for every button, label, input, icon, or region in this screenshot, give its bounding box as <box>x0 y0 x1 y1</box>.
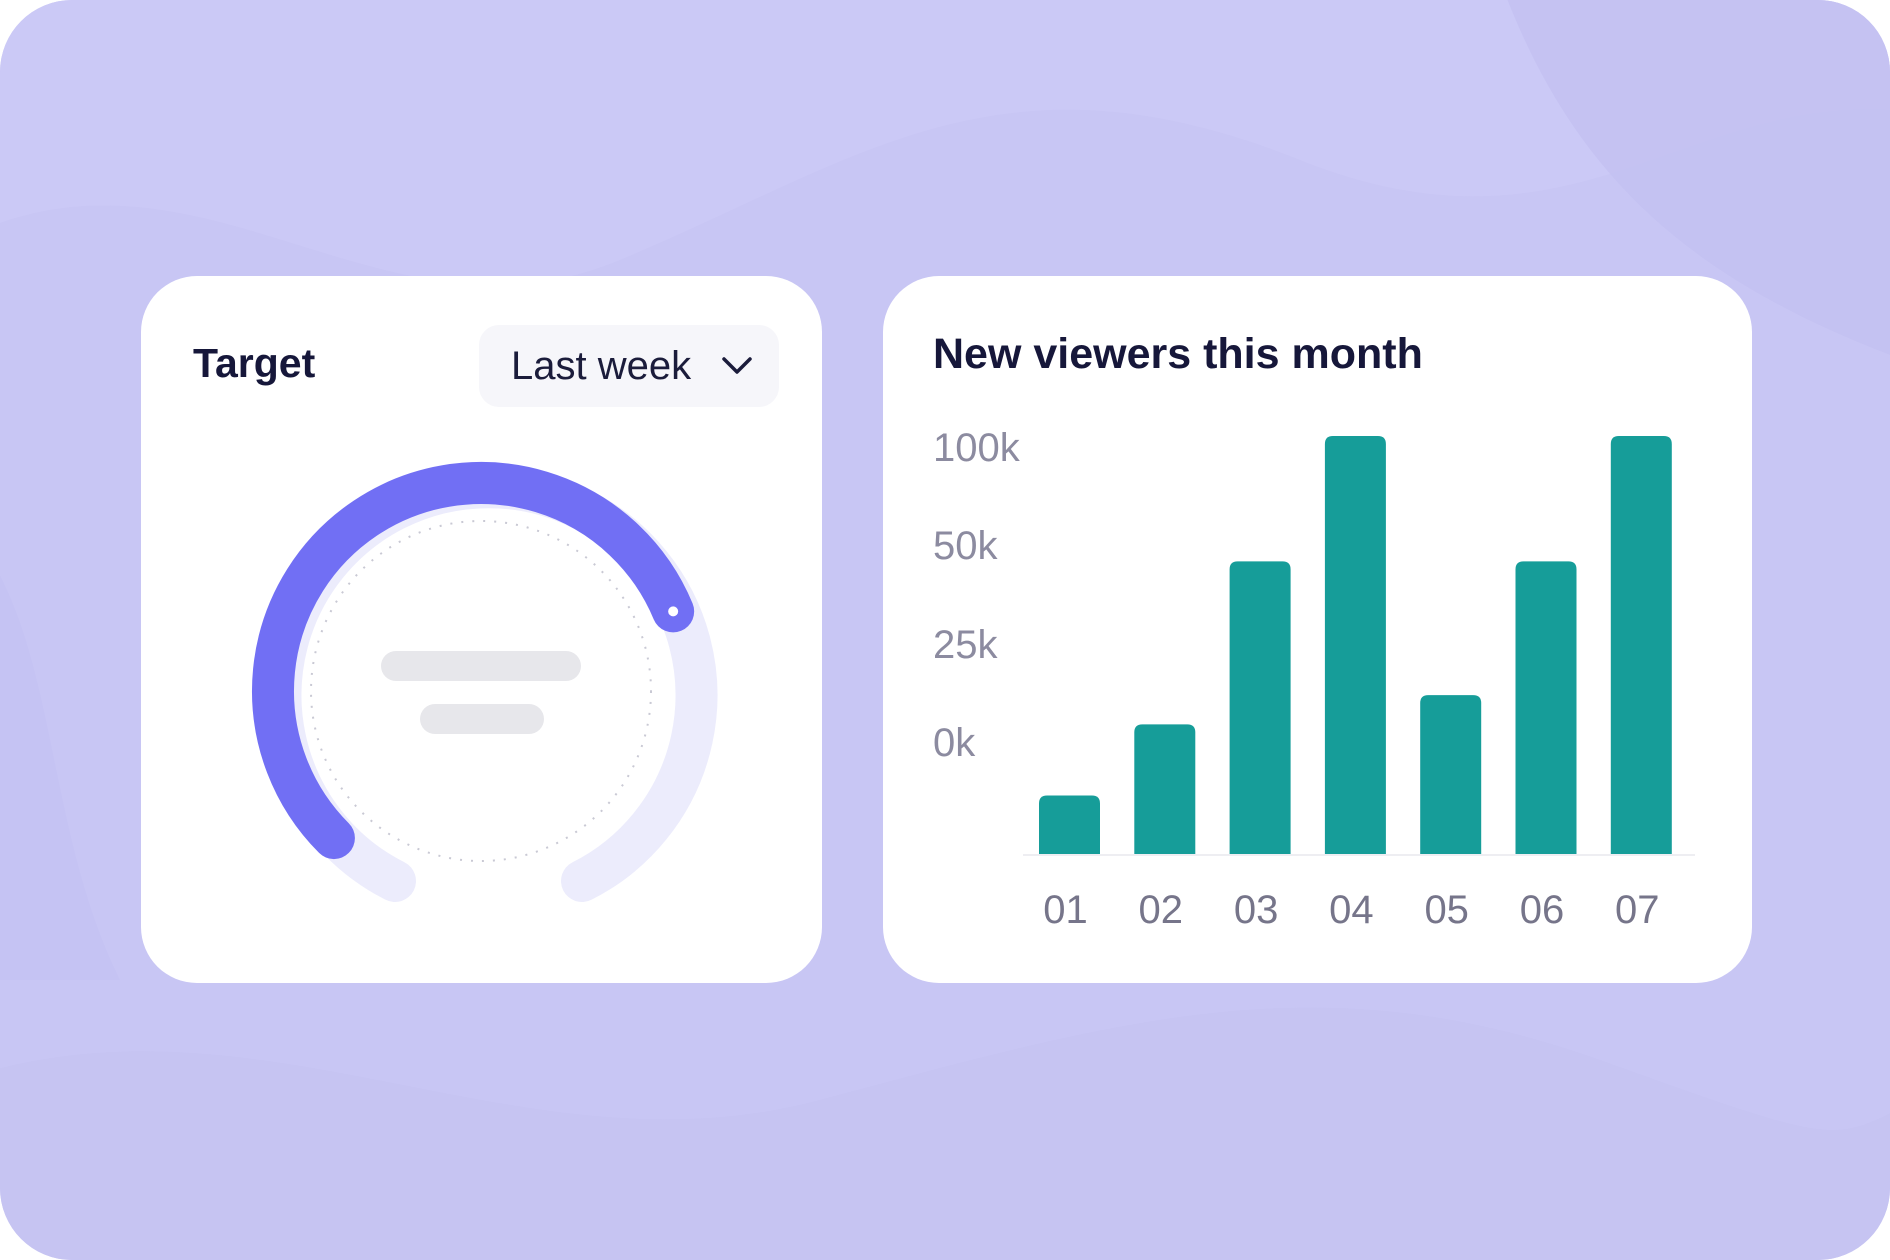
y-tick-label: 25k <box>933 623 998 667</box>
bar-02 <box>1134 724 1196 854</box>
chart-title: New viewers this month <box>933 330 1423 378</box>
viewers-chart-card: New viewers this month 100k 50k 25k 0k 01 02 0… <box>883 276 1752 983</box>
bar-06 <box>1515 561 1577 854</box>
bar-01 <box>1039 795 1100 854</box>
y-tick-label: 0k <box>933 721 976 765</box>
x-tick-label: 05 <box>1424 888 1469 932</box>
gauge-inner-dotted-ring <box>310 520 652 862</box>
y-tick-label: 100k <box>933 426 1021 470</box>
chevron-down-icon <box>721 355 753 382</box>
x-tick-label: 01 <box>1043 888 1088 932</box>
target-card: Target Last week <box>141 276 822 983</box>
x-tick-label: 03 <box>1234 888 1279 932</box>
gauge-handle-dot <box>668 606 679 617</box>
x-tick-label: 06 <box>1520 888 1565 932</box>
bar-chart: 100k 50k 25k 0k 01 02 03 04 05 06 07 <box>933 426 1695 932</box>
bar-05 <box>1420 695 1482 854</box>
x-tick-label: 02 <box>1139 888 1184 932</box>
bar-07 <box>1610 436 1672 854</box>
period-dropdown-label: Last week <box>511 343 692 388</box>
target-title: Target <box>193 340 316 386</box>
target-gauge <box>252 462 718 902</box>
gauge-value-placeholder <box>381 651 581 681</box>
x-tick-label: 07 <box>1615 888 1660 932</box>
bar-04 <box>1324 436 1386 854</box>
y-tick-label: 50k <box>933 524 998 568</box>
gauge-progress-arc <box>252 462 695 860</box>
bar-03 <box>1229 561 1291 854</box>
x-tick-label: 04 <box>1329 888 1374 932</box>
period-dropdown[interactable]: Last week <box>479 325 779 407</box>
gauge-label-placeholder <box>420 704 544 734</box>
